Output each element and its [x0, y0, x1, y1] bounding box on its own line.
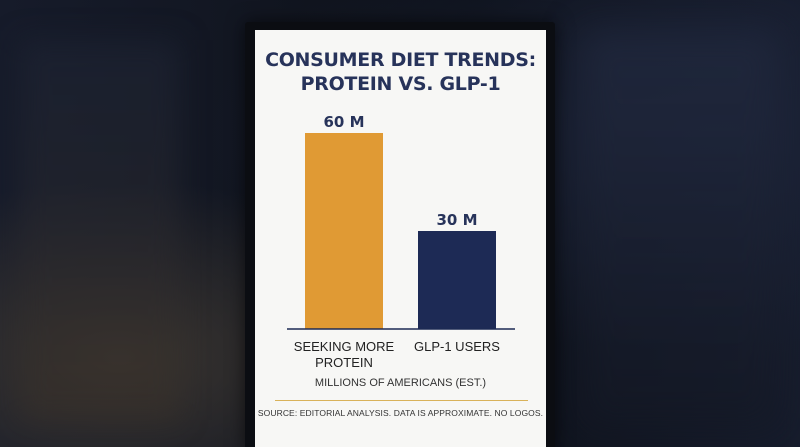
background-blur-right [580, 30, 780, 430]
chart-title-line-1: CONSUMER DIET TRENDS: [265, 49, 536, 71]
display-screen: CONSUMER DIET TRENDS: PROTEIN VS. GLP-1 … [255, 30, 546, 447]
chart-title: CONSUMER DIET TRENDS: PROTEIN VS. GLP-1 [255, 48, 546, 96]
category-label-1-line-2: PROTEIN [315, 355, 373, 370]
category-label-1-line-1: SEEKING MORE [294, 339, 395, 354]
chart-title-line-2: PROTEIN VS. GLP-1 [300, 73, 501, 95]
data-label-1: 60 M [323, 113, 364, 131]
divider-line [275, 400, 528, 401]
category-label-2-line-1: GLP-1 USERS [414, 339, 500, 354]
bar-1 [305, 133, 383, 329]
data-label-2: 30 M [436, 211, 477, 229]
background-blur-left [20, 40, 180, 420]
axis-caption: MILLIONS OF AMERICANS (EST.) [314, 377, 487, 389]
bar-2 [418, 231, 496, 329]
source-note: SOURCE: EDITORIAL ANALYSIS. DATA IS APPR… [257, 408, 544, 418]
